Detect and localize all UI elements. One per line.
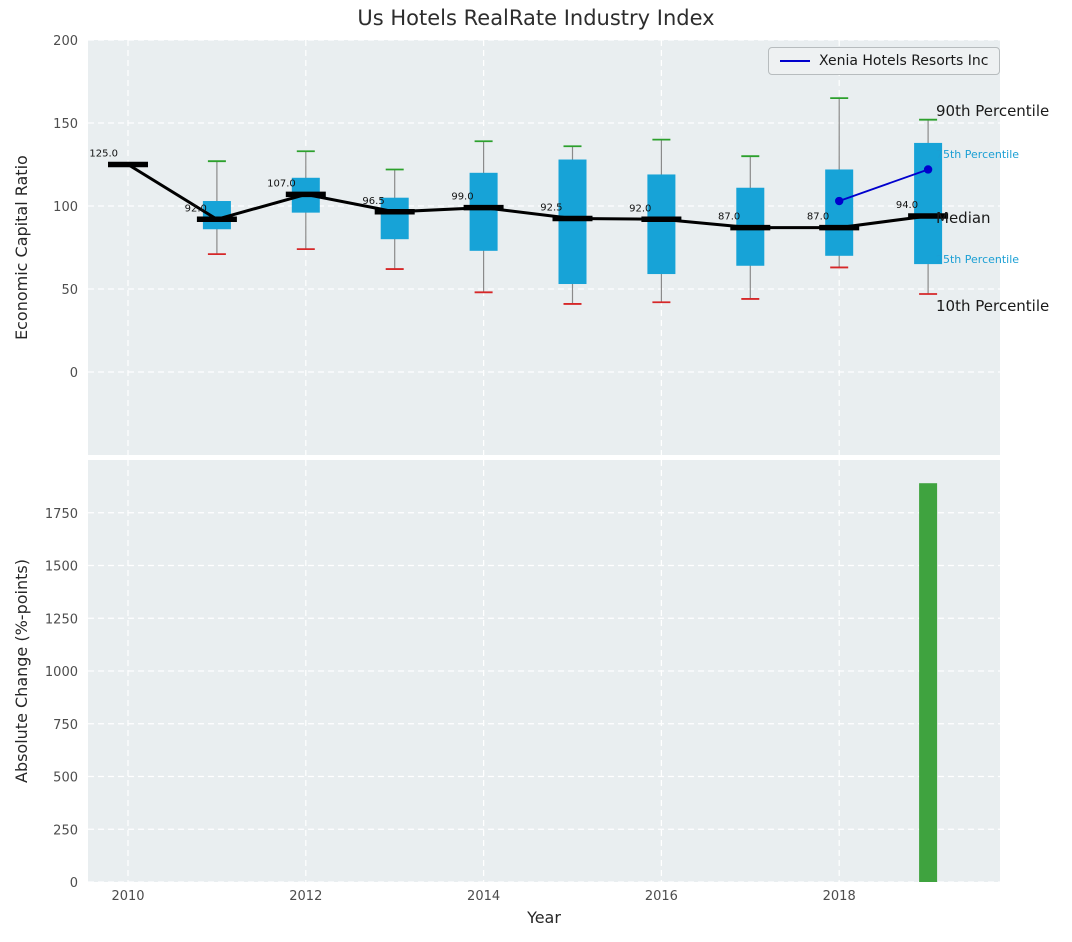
median-value-label: 92.0 bbox=[185, 203, 207, 214]
absolute-change-bar bbox=[919, 483, 938, 882]
top-y-axis-label: Economic Capital Ratio bbox=[12, 155, 31, 340]
xtick-label: 2018 bbox=[823, 889, 856, 904]
annotation-75th-percentile: 75th Percentile bbox=[936, 148, 1020, 162]
annotation-25th-percentile: 25th Percentile bbox=[936, 252, 1020, 266]
bottom-ytick-label: 750 bbox=[53, 718, 78, 733]
bottom-ytick-label: 250 bbox=[53, 823, 78, 838]
bottom-ytick-label: 1000 bbox=[45, 665, 78, 680]
median-value-label: 99.0 bbox=[451, 192, 473, 203]
chart-title: Us Hotels RealRate Industry Index bbox=[357, 6, 715, 30]
xtick-label: 2016 bbox=[645, 889, 678, 904]
annotation-median: Median bbox=[936, 208, 991, 227]
iqr-box bbox=[647, 174, 676, 275]
top-ytick-label: 200 bbox=[53, 34, 78, 49]
annotation-90th-percentile: 90th Percentile bbox=[936, 102, 1050, 121]
bottom-ytick-label: 1250 bbox=[45, 612, 78, 627]
iqr-box bbox=[469, 172, 498, 251]
xtick-label: 2010 bbox=[111, 889, 144, 904]
median-value-label: 92.5 bbox=[540, 202, 562, 213]
bottom-y-axis-label: Absolute Change (%-points) bbox=[12, 559, 31, 783]
median-value-label: 87.0 bbox=[718, 212, 740, 223]
top-axes-background bbox=[88, 40, 1000, 455]
iqr-box bbox=[558, 159, 587, 285]
top-ytick-label: 50 bbox=[61, 283, 78, 298]
median-value-label: 92.0 bbox=[629, 203, 651, 214]
legend-line-sample-icon bbox=[780, 60, 810, 62]
company-series-point bbox=[923, 165, 933, 174]
bottom-ytick-label: 0 bbox=[70, 876, 78, 891]
median-line bbox=[127, 163, 929, 230]
legend: Xenia Hotels Resorts Inc bbox=[768, 47, 1001, 75]
company-series-point bbox=[835, 196, 844, 206]
median-value-label: 94.0 bbox=[896, 200, 918, 211]
top-ytick-label: 150 bbox=[53, 117, 78, 132]
median-value-label: 96.5 bbox=[362, 196, 384, 207]
bottom-ytick-label: 500 bbox=[53, 771, 78, 786]
bottom-ytick-label: 1500 bbox=[45, 560, 78, 575]
median-value-label: 107.0 bbox=[267, 178, 296, 189]
top-ytick-label: 0 bbox=[70, 366, 78, 381]
company-series-line bbox=[838, 168, 929, 202]
top-ytick-label: 100 bbox=[53, 200, 78, 215]
annotation-10th-percentile: 10th Percentile bbox=[936, 296, 1050, 315]
xtick-label: 2012 bbox=[289, 889, 322, 904]
iqr-box bbox=[825, 169, 854, 256]
iqr-box bbox=[914, 142, 943, 265]
xtick-label: 2014 bbox=[467, 889, 500, 904]
iqr-box bbox=[380, 197, 409, 240]
x-axis-label: Year bbox=[527, 908, 561, 927]
legend-label: Xenia Hotels Resorts Inc bbox=[819, 53, 989, 69]
median-value-label: 125.0 bbox=[89, 149, 118, 160]
bottom-ytick-label: 1750 bbox=[45, 507, 78, 522]
median-value-label: 87.0 bbox=[807, 212, 829, 223]
